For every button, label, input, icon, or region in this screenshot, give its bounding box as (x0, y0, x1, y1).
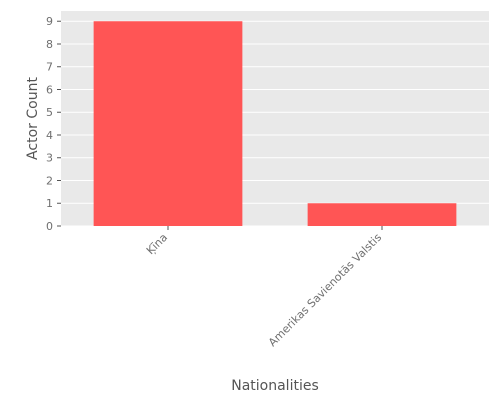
y-tick-label: 1 (46, 197, 53, 210)
bar-1 (307, 203, 457, 226)
y-tick-label: 2 (46, 174, 53, 187)
y-tick-label: 8 (46, 38, 53, 51)
x-axis-label: Nationalities (231, 378, 319, 394)
x-tick-label: Ķīna (144, 231, 170, 257)
y-tick-label: 6 (46, 83, 53, 96)
y-tick-label: 3 (46, 152, 53, 165)
y-tick-label: 0 (46, 220, 53, 233)
y-tick-label: 9 (46, 15, 53, 28)
x-tick-label: Amerikas Savienotās Valstis (266, 231, 384, 349)
bars (93, 21, 457, 226)
y-axis-ticks: 0 1 2 3 4 5 6 7 8 9 (46, 15, 61, 233)
bar-0 (93, 21, 243, 226)
y-tick-label: 7 (46, 61, 53, 74)
x-axis-ticks: Ķīna Amerikas Savienotās Valstis (144, 226, 384, 349)
y-tick-label: 4 (46, 129, 53, 142)
y-axis-label: Actor Count (25, 77, 41, 160)
y-tick-label: 5 (46, 106, 53, 119)
